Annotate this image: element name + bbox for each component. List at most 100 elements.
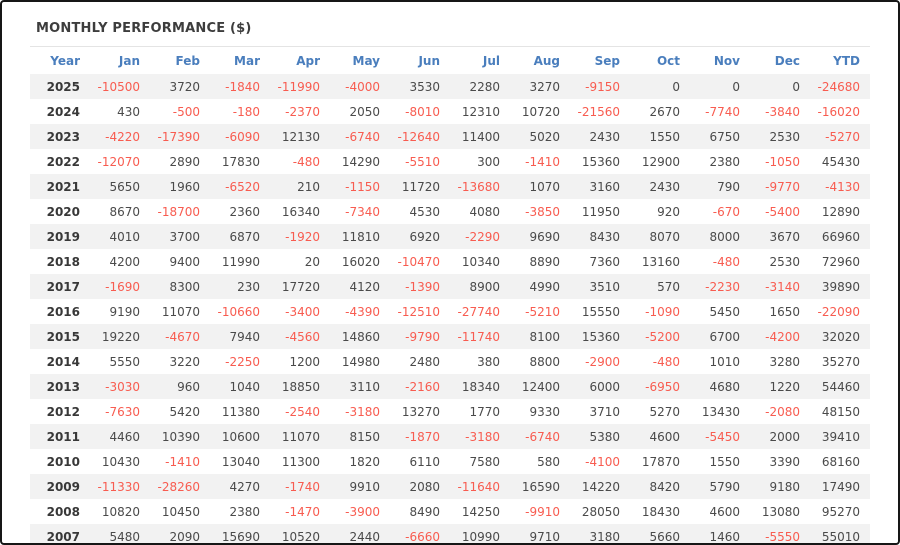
table-row: 2014 5550 3220 -2250 1200 14980 2480 380 8800 -29… xyxy=(30,349,870,374)
ytd-cell: -4130 xyxy=(825,179,860,194)
value-cell: -1840 xyxy=(225,79,260,94)
value-cell: -2230 xyxy=(705,279,740,294)
value-cell: 0 xyxy=(792,79,800,94)
value-cell: 2530 xyxy=(769,129,800,144)
column-header-jul: Jul xyxy=(482,53,500,68)
value-cell: 18340 xyxy=(461,379,500,394)
value-cell: 17830 xyxy=(221,154,260,169)
value-cell: 10720 xyxy=(521,104,560,119)
value-cell: -28260 xyxy=(157,479,200,494)
value-cell: 580 xyxy=(537,454,560,469)
value-cell: -9910 xyxy=(525,504,560,519)
value-cell: 8070 xyxy=(649,229,680,244)
ytd-cell: -16020 xyxy=(817,104,860,119)
table-row: 2022 -12070 2890 17830 -480 14290 -5510 300 -141… xyxy=(30,149,870,174)
value-cell: 4680 xyxy=(709,379,740,394)
value-cell: 2440 xyxy=(349,529,380,544)
ytd-cell: 95270 xyxy=(821,504,860,519)
value-cell: 16340 xyxy=(281,204,320,219)
value-cell: -1690 xyxy=(105,279,140,294)
value-cell: 6920 xyxy=(409,229,440,244)
value-cell: 8420 xyxy=(649,479,680,494)
value-cell: 3280 xyxy=(769,354,800,369)
ytd-cell: 12890 xyxy=(821,204,860,219)
value-cell: 14860 xyxy=(341,329,380,344)
value-cell: 5420 xyxy=(169,404,200,419)
value-cell: 11810 xyxy=(341,229,380,244)
value-cell: 4080 xyxy=(469,204,500,219)
value-cell: 14250 xyxy=(461,504,500,519)
ytd-cell: 17490 xyxy=(821,479,860,494)
value-cell: -480 xyxy=(652,354,680,369)
value-cell: 2380 xyxy=(709,154,740,169)
value-cell: -1470 xyxy=(285,504,320,519)
value-cell: 10450 xyxy=(161,504,200,519)
value-cell: -2160 xyxy=(405,379,440,394)
value-cell: -1410 xyxy=(165,454,200,469)
value-cell: 6700 xyxy=(709,329,740,344)
value-cell: 3110 xyxy=(349,379,380,394)
value-cell: 9690 xyxy=(529,229,560,244)
table-row: 2008 10820 10450 2380 -1470 -3900 8490 14250 -99… xyxy=(30,499,870,524)
ytd-cell: 72960 xyxy=(821,254,860,269)
value-cell: 380 xyxy=(477,354,500,369)
year-cell: 2018 xyxy=(46,254,80,269)
column-header-sep: Sep xyxy=(594,53,620,68)
value-cell: -5400 xyxy=(765,204,800,219)
value-cell: -4220 xyxy=(105,129,140,144)
year-cell: 2014 xyxy=(46,354,80,369)
value-cell: 1040 xyxy=(229,379,260,394)
table-row: 2025 -10500 3720 -1840 -11990 -4000 3530 2280 32… xyxy=(30,74,870,99)
table-row: 2017 -1690 8300 230 17720 4120 -1390 8900 4990 35… xyxy=(30,274,870,299)
value-cell: -2370 xyxy=(285,104,320,119)
value-cell: -9150 xyxy=(585,79,620,94)
value-cell: 5020 xyxy=(529,129,560,144)
ytd-cell: 35270 xyxy=(821,354,860,369)
year-cell: 2008 xyxy=(46,504,80,519)
value-cell: 4460 xyxy=(109,429,140,444)
value-cell: -10470 xyxy=(397,254,440,269)
year-cell: 2025 xyxy=(46,79,80,94)
year-cell: 2024 xyxy=(46,104,80,119)
value-cell: 13160 xyxy=(641,254,680,269)
value-cell: -6660 xyxy=(405,529,440,544)
panel-title: MONTHLY PERFORMANCE ($) xyxy=(36,21,252,36)
value-cell: 7940 xyxy=(229,329,260,344)
value-cell: -500 xyxy=(172,104,200,119)
value-cell: 1650 xyxy=(769,304,800,319)
value-cell: -7340 xyxy=(345,204,380,219)
value-cell: 9400 xyxy=(169,254,200,269)
value-cell: -13680 xyxy=(457,179,500,194)
column-header-feb: Feb xyxy=(175,53,200,68)
value-cell: 1960 xyxy=(169,179,200,194)
value-cell: 15360 xyxy=(581,329,620,344)
value-cell: 28050 xyxy=(581,504,620,519)
value-cell: 2890 xyxy=(169,154,200,169)
value-cell: 6750 xyxy=(709,129,740,144)
value-cell: 920 xyxy=(657,204,680,219)
value-cell: 15690 xyxy=(221,529,260,544)
column-header-oct: Oct xyxy=(656,53,680,68)
value-cell: -12510 xyxy=(397,304,440,319)
value-cell: 3270 xyxy=(529,79,560,94)
value-cell: 11300 xyxy=(281,454,320,469)
value-cell: -6740 xyxy=(345,129,380,144)
value-cell: 1820 xyxy=(349,454,380,469)
value-cell: 18430 xyxy=(641,504,680,519)
year-cell: 2012 xyxy=(46,404,80,419)
ytd-cell: -5270 xyxy=(825,129,860,144)
header-row: Year Jan Feb Mar Apr May Jun Jul Aug Sep Oct Nov Dec… xyxy=(30,47,870,74)
value-cell: 9910 xyxy=(349,479,380,494)
value-cell: -480 xyxy=(712,254,740,269)
value-cell: 5650 xyxy=(109,179,140,194)
value-cell: 2380 xyxy=(229,504,260,519)
table-row: 2011 4460 10390 10600 11070 8150 -1870 -3180 -67… xyxy=(30,424,870,449)
value-cell: 5450 xyxy=(709,304,740,319)
year-cell: 2023 xyxy=(46,129,80,144)
year-cell: 2019 xyxy=(46,229,80,244)
value-cell: 8900 xyxy=(469,279,500,294)
value-cell: 1550 xyxy=(709,454,740,469)
value-cell: 3220 xyxy=(169,354,200,369)
column-header-ytd: YTD xyxy=(833,53,860,68)
value-cell: 11070 xyxy=(161,304,200,319)
